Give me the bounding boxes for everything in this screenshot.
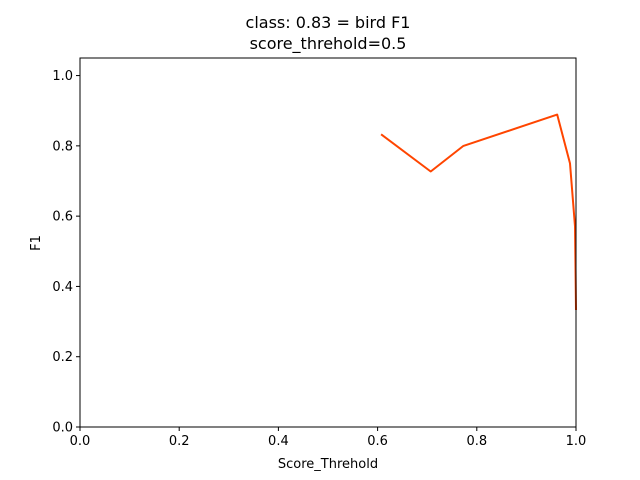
x-tick-label: 0.0 — [70, 434, 91, 449]
y-tick-label: 0.6 — [52, 210, 73, 225]
y-tick-label: 1.0 — [52, 69, 73, 84]
x-tick-label: 0.8 — [466, 434, 487, 449]
chart-subtitle: score_threhold=0.5 — [250, 34, 407, 54]
x-tick-label: 0.4 — [268, 434, 289, 449]
x-axis-label: Score_Threhold — [278, 457, 378, 472]
y-tick-label: 0.4 — [52, 280, 73, 295]
y-axis-label: F1 — [29, 235, 44, 251]
x-tick-label: 0.6 — [367, 434, 388, 449]
y-tick-label: 0.8 — [52, 139, 73, 154]
y-tick-label: 0.0 — [52, 421, 73, 436]
f1-series-line — [380, 113, 577, 311]
plot-series — [380, 113, 577, 311]
x-tick-label: 0.2 — [169, 434, 190, 449]
chart-title: class: 0.83 = bird F1 — [246, 13, 411, 32]
plot-frame — [79, 57, 577, 428]
y-tick-label: 0.2 — [52, 350, 73, 365]
x-tick-label: 1.0 — [566, 434, 587, 449]
y-axis-ticks: 0.0 0.2 0.4 0.6 0.8 1.0 — [52, 69, 80, 436]
x-axis-ticks: 0.0 0.2 0.4 0.6 0.8 1.0 — [70, 427, 587, 449]
